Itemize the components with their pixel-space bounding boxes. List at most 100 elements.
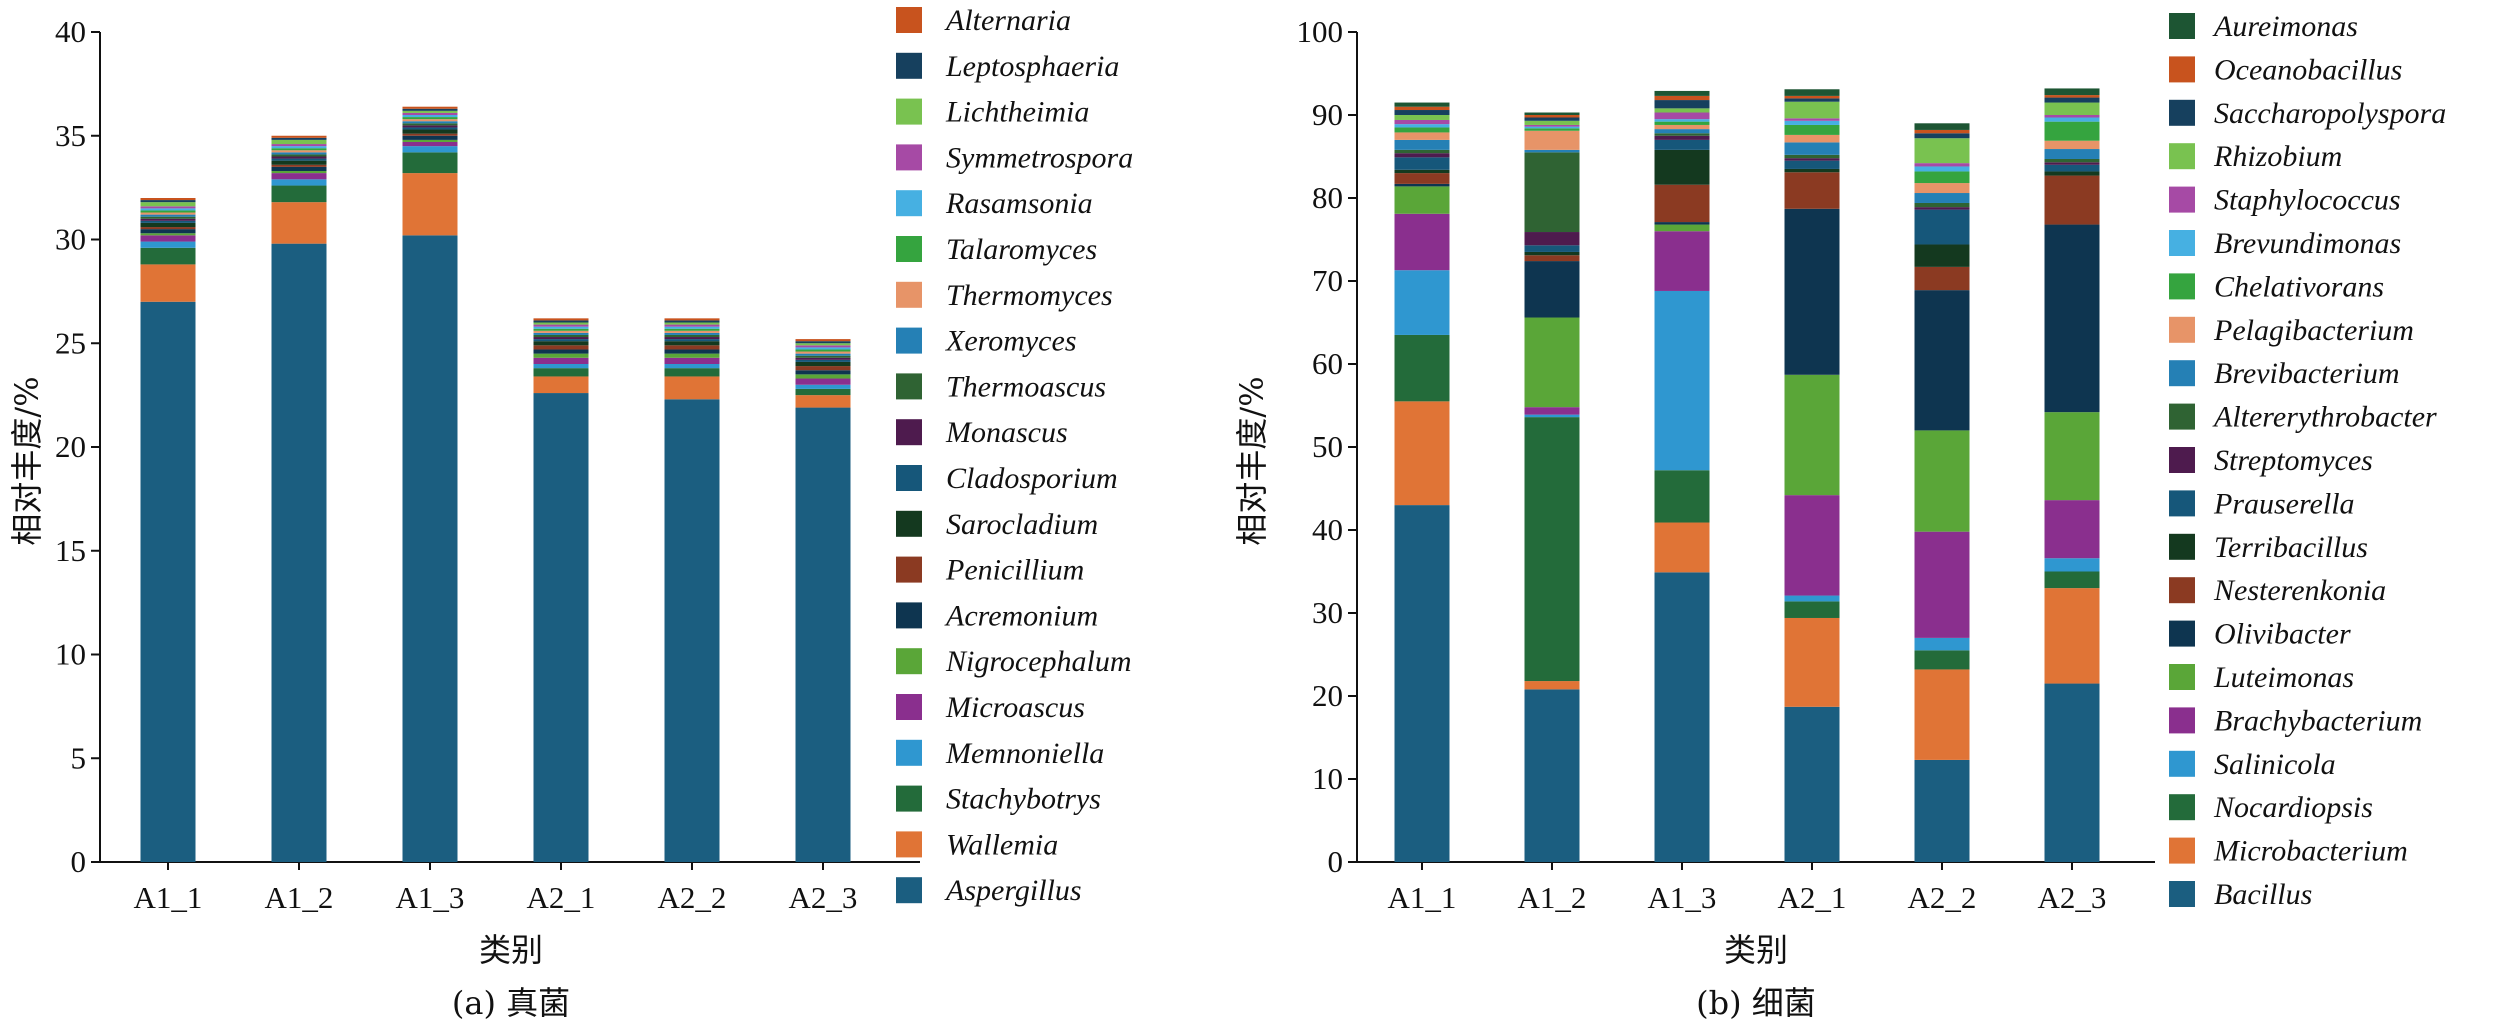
bar-segment	[795, 351, 851, 354]
bar-segment	[664, 364, 720, 369]
bar-segment	[271, 148, 327, 151]
y-tick-label: 80	[1312, 180, 1343, 215]
x-tick-label: A1_1	[134, 880, 203, 915]
legend-swatch	[896, 419, 922, 446]
legend-item: Terribacillus	[2169, 531, 2368, 564]
bar-segment	[1654, 124, 1710, 130]
bar-segment	[271, 164, 327, 167]
bar-segment	[533, 368, 589, 377]
legend-item: Memnoniella	[896, 737, 1104, 770]
bar-segment	[533, 320, 589, 323]
bar-segment	[1394, 139, 1450, 150]
bar-segment	[795, 339, 851, 342]
legend-label: Alternaria	[944, 4, 1071, 37]
bar-segment	[2044, 117, 2100, 122]
bar-segment	[533, 345, 589, 350]
bar-segment	[2044, 588, 2100, 684]
legend-label: Brevibacterium	[2214, 357, 2400, 390]
bar-segment	[1654, 222, 1710, 225]
bar-segment	[140, 222, 196, 228]
bar-segment	[140, 264, 196, 302]
bar-segment	[1914, 637, 1970, 651]
bar-segment	[271, 173, 327, 180]
bar-segment	[271, 144, 327, 147]
bar-segment	[2044, 115, 2100, 118]
bar-segment	[1394, 127, 1450, 133]
bar-segment	[271, 152, 327, 155]
legend-label: Talaromyces	[946, 233, 1097, 266]
legend-swatch	[896, 785, 922, 812]
bar-segment	[795, 349, 851, 352]
bar-segment	[1654, 133, 1710, 136]
bar-segment	[2044, 97, 2100, 103]
legend-swatch	[896, 190, 922, 217]
chart-caption: (b) 细菌	[1696, 984, 1816, 1022]
bar-segment	[271, 137, 327, 140]
legend-label: Chelativorans	[2214, 270, 2384, 303]
y-tick-label: 30	[55, 222, 86, 257]
y-tick-label: 70	[1312, 263, 1343, 298]
bar-segment	[402, 129, 458, 134]
y-tick-label: 40	[1312, 512, 1343, 547]
bar-segment	[1914, 207, 1970, 210]
bar-segment	[140, 212, 196, 215]
bar-segment	[1394, 110, 1450, 115]
legend-swatch	[2169, 230, 2195, 256]
chart-fungi: 相对丰度/% 类别 (a) 真菌 0 5 10 15 20 25 30 35 40 A1_1 A1_…	[8, 4, 1133, 1022]
legend-item: Thermomyces	[896, 279, 1113, 312]
bar-segment	[140, 214, 196, 217]
bar-segment	[1654, 121, 1710, 125]
bar-segment	[795, 359, 851, 362]
legend-item: Salinicola	[2169, 748, 2336, 781]
legend-swatch	[896, 739, 922, 766]
y-tick-label: 10	[55, 637, 86, 672]
bar-segment	[1654, 184, 1710, 223]
bar-segment	[402, 141, 458, 147]
legend-swatch	[896, 694, 922, 720]
bar-segment	[1394, 213, 1450, 271]
bar-segment	[1914, 209, 1970, 245]
bar-segment	[533, 349, 589, 354]
legend-item: Oceanobacillus	[2169, 53, 2402, 86]
legend-label: Terribacillus	[2214, 531, 2368, 564]
legend-label: Sarocladium	[946, 508, 1098, 541]
y-tick-label: 15	[55, 533, 86, 568]
bar-segment	[1524, 130, 1580, 150]
legend-swatch	[896, 236, 922, 262]
bars	[1394, 88, 2100, 862]
bar-segment	[402, 146, 458, 153]
bar-segment	[664, 349, 720, 354]
bar-segment	[1914, 138, 1970, 164]
bar-segment	[1914, 183, 1970, 194]
bar-segment	[1914, 759, 1970, 862]
bar-segment	[1654, 149, 1710, 185]
bar-segment	[1914, 266, 1970, 291]
legend-item: Bacillus	[2169, 878, 2312, 911]
bar-segment	[402, 152, 458, 174]
bar-segment	[1914, 123, 1970, 130]
bar-segment	[2044, 412, 2100, 501]
legend-label: Brachybacterium	[2214, 704, 2422, 737]
bar-stack	[1524, 112, 1580, 862]
bar-segment	[140, 202, 196, 207]
bar-segment	[1784, 208, 1840, 375]
bar-segment	[1654, 90, 1710, 96]
bar-segment	[1524, 128, 1580, 131]
bar-segment	[2044, 175, 2100, 225]
legend-label: Streptomyces	[2214, 444, 2373, 477]
legend-item: Microascus	[896, 691, 1085, 724]
legend-swatch	[896, 648, 922, 675]
legend-item: Rhizobium	[2169, 140, 2342, 173]
bar-segment	[795, 341, 851, 344]
bar-segment	[533, 364, 589, 369]
axes: 0 10 20 30 40 50 60 70 80 90 100 A1_1 A1_2 A1_3 A2_1 A2…	[1297, 14, 2155, 915]
legend-swatch	[896, 327, 922, 354]
legend-swatch	[896, 281, 922, 308]
x-tick-label: A2_2	[1908, 880, 1977, 915]
bar-segment	[402, 133, 458, 136]
bar-segment	[140, 241, 196, 248]
legend-label: Nigrocephalum	[945, 645, 1132, 678]
chart-caption: (a) 真菌	[452, 984, 570, 1022]
legend-item: Pelagibacterium	[2169, 314, 2414, 347]
bar-segment	[271, 150, 327, 153]
